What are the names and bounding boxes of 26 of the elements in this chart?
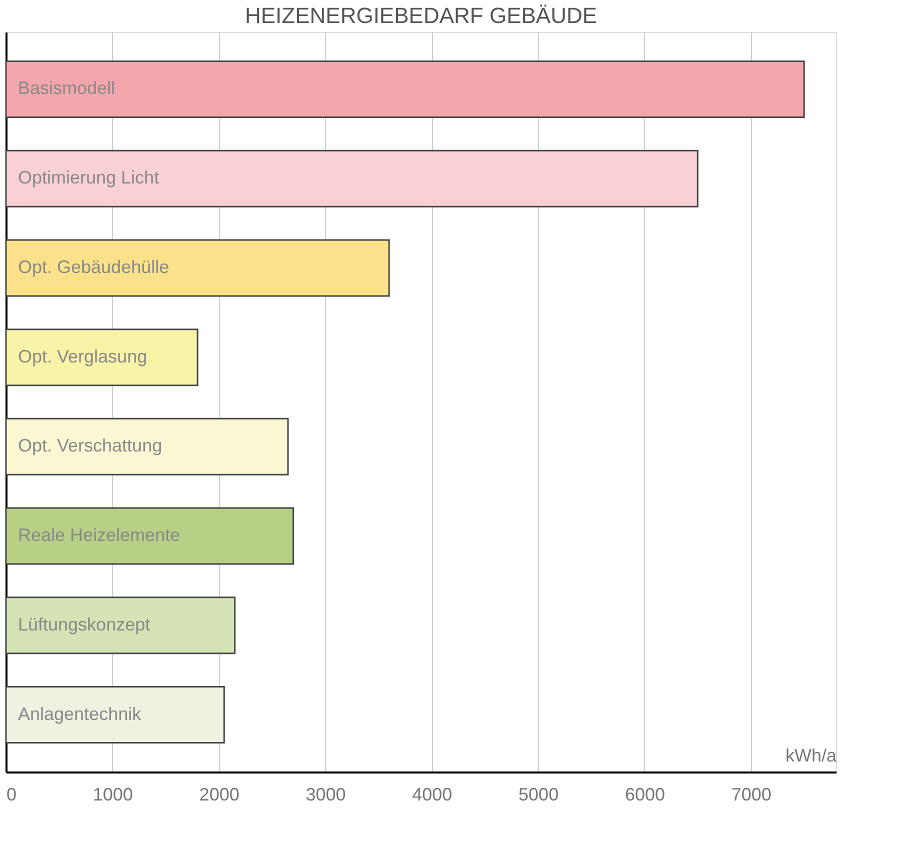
bar bbox=[5, 60, 805, 118]
x-tick-label: 3000 bbox=[306, 784, 346, 804]
y-tick-label: Lüftungskonzept bbox=[18, 614, 150, 634]
x-tick-label: 0 bbox=[6, 784, 17, 804]
y-tick-label: Opt. Gebäudehülle bbox=[18, 256, 170, 277]
x-tick-label: 5000 bbox=[518, 784, 559, 804]
y-tick-label: Anlagentechnik bbox=[18, 704, 142, 724]
y-tick-label: Reale Heizelemente bbox=[18, 525, 180, 546]
bar bbox=[5, 239, 390, 297]
chart-title: HEIZENERGIEBEDARF GEBÄUDE bbox=[244, 3, 598, 28]
x-tick-label: 2000 bbox=[199, 784, 240, 804]
x-tick-label: 7000 bbox=[731, 784, 772, 804]
y-tick-label: Opt. Verglasung bbox=[18, 346, 148, 366]
bar bbox=[5, 596, 236, 654]
x-axis-title: kWh/a bbox=[785, 746, 838, 766]
bar bbox=[5, 507, 294, 565]
y-tick-label: Optimierung Licht bbox=[18, 168, 160, 188]
bar bbox=[5, 418, 289, 476]
x-tick-label: 4000 bbox=[412, 784, 452, 804]
x-tick-label: 1000 bbox=[92, 784, 133, 804]
y-tick-label: Basismodell bbox=[18, 78, 116, 98]
x-tick-label: 6000 bbox=[624, 784, 665, 804]
bar bbox=[5, 328, 198, 386]
y-tick-label: Opt. Verschattung bbox=[18, 436, 162, 456]
bar bbox=[5, 686, 225, 744]
bar bbox=[5, 150, 698, 208]
